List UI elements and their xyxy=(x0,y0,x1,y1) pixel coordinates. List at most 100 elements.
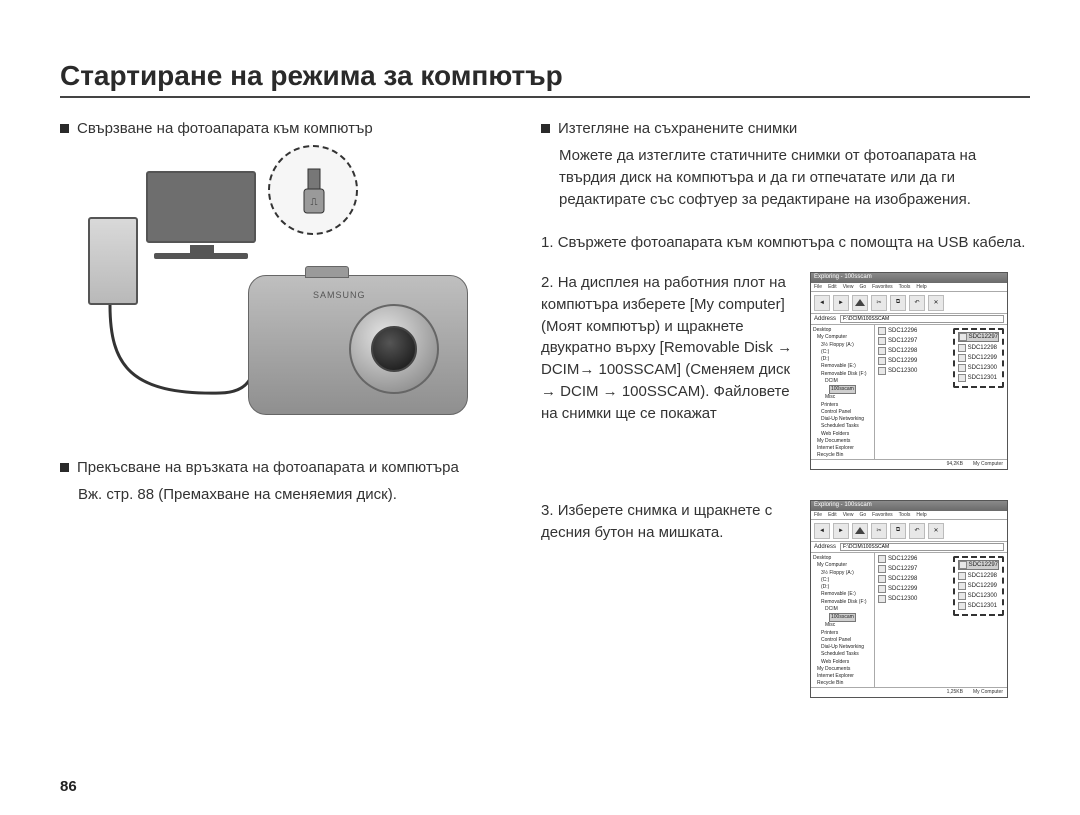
connect-camera-heading: Свързване на фотоапарата към компютър xyxy=(60,120,505,137)
explorer-addressbar[interactable]: Address xyxy=(811,542,1007,553)
tree-item[interactable]: DCIM xyxy=(813,606,872,613)
tree-item[interactable]: Desktop xyxy=(813,327,872,334)
tree-item[interactable]: DCIM xyxy=(813,378,872,385)
monitor-stand xyxy=(154,253,248,259)
tree-item[interactable]: 3½ Floppy (A:) xyxy=(813,570,872,577)
tree-item[interactable]: Control Panel xyxy=(813,637,872,644)
download-heading-text: Изтегляне на съхранените снимки xyxy=(558,120,797,137)
back-button[interactable]: ◄ xyxy=(814,295,830,311)
tree-item[interactable]: My Documents xyxy=(813,438,872,445)
tree-item[interactable]: Misc xyxy=(813,622,872,629)
tree-item[interactable]: Removable Disk (F:) xyxy=(813,599,872,606)
tree-item[interactable]: Desktop xyxy=(813,555,872,562)
file-item[interactable]: SDC12299 xyxy=(958,582,999,590)
file-item[interactable]: SDC12300 xyxy=(878,595,930,603)
download-heading: Изтегляне на съхранените снимки xyxy=(541,120,1030,137)
explorer-toolbar[interactable]: ◄ ► ✂ ⧉ ↶ ✕ xyxy=(811,292,1007,314)
tree-item[interactable]: Printers xyxy=(813,402,872,409)
step-1: 1. Свържете фотоапарата към компютъра с … xyxy=(541,232,1025,254)
delete-button[interactable]: ✕ xyxy=(928,523,944,539)
file-item[interactable]: SDC12297 xyxy=(878,565,930,573)
tree-item[interactable]: My Computer xyxy=(813,562,872,569)
tree-item[interactable]: Internet Explorer xyxy=(813,673,872,680)
tree-item[interactable]: 100sscam xyxy=(813,613,872,622)
forward-button[interactable]: ► xyxy=(833,523,849,539)
address-input[interactable] xyxy=(840,315,1004,323)
explorer-tree[interactable]: DesktopMy Computer3½ Floppy (A:)(C:)(D:)… xyxy=(811,325,875,459)
step3-text: Изберете снимка и щракнете с десния буто… xyxy=(541,502,772,541)
explorer-addressbar[interactable]: Address xyxy=(811,314,1007,325)
tree-item[interactable]: Recycle Bin xyxy=(813,452,872,459)
file-item[interactable]: SDC12301 xyxy=(958,602,999,610)
copy-button[interactable]: ⧉ xyxy=(890,295,906,311)
file-item[interactable]: SDC12299 xyxy=(878,585,930,593)
bullet-square-icon xyxy=(541,124,550,133)
undo-button[interactable]: ↶ xyxy=(909,523,925,539)
file-item[interactable]: SDC12301 xyxy=(958,374,999,382)
file-item[interactable]: SDC12296 xyxy=(878,327,930,335)
file-item[interactable]: SDC12296 xyxy=(878,555,930,563)
undo-button[interactable]: ↶ xyxy=(909,295,925,311)
explorer-toolbar[interactable]: ◄ ► ✂ ⧉ ↶ ✕ xyxy=(811,520,1007,542)
tree-item[interactable]: Misc xyxy=(813,394,872,401)
bullet-square-icon xyxy=(60,124,69,133)
tree-item[interactable]: 3½ Floppy (A:) xyxy=(813,342,872,349)
camera-brand-label: SAMSUNG xyxy=(313,290,366,300)
tree-item[interactable]: 100sscam xyxy=(813,385,872,394)
file-item[interactable]: SDC12299 xyxy=(958,354,999,362)
file-item[interactable]: SDC12297 xyxy=(958,560,999,570)
file-item[interactable]: SDC12297 xyxy=(878,337,930,345)
cut-button[interactable]: ✂ xyxy=(871,523,887,539)
cut-button[interactable]: ✂ xyxy=(871,295,887,311)
connection-diagram: ⎍ SAMSUNG xyxy=(66,145,496,445)
file-item[interactable]: SDC12300 xyxy=(878,367,930,375)
file-item[interactable]: SDC12299 xyxy=(878,357,930,365)
tree-item[interactable]: Removable Disk (F:) xyxy=(813,371,872,378)
tree-item[interactable]: (C:) xyxy=(813,349,872,356)
tree-item[interactable]: Printers xyxy=(813,630,872,637)
file-item[interactable]: SDC12298 xyxy=(958,344,999,352)
tree-item[interactable]: Removable (E:) xyxy=(813,591,872,598)
disconnect-subtext: Вж. стр. 88 (Премахване на сменяемия дис… xyxy=(78,484,505,506)
address-input[interactable] xyxy=(840,543,1004,551)
tree-item[interactable]: Web Folders xyxy=(813,659,872,666)
explorer-filelist[interactable]: SDC12296 SDC12297 SDC12298 SDC12299 SDC12300… xyxy=(875,553,1007,687)
file-item[interactable]: SDC12298 xyxy=(958,572,999,580)
tree-item[interactable]: Control Panel xyxy=(813,409,872,416)
pc-tower-icon xyxy=(88,217,138,305)
step2-text: На дисплея на работния плот на компютъра… xyxy=(541,274,792,422)
file-item[interactable]: SDC12297 xyxy=(958,332,999,342)
tree-item[interactable]: (D:) xyxy=(813,584,872,591)
file-item[interactable]: SDC12298 xyxy=(878,575,930,583)
delete-button[interactable]: ✕ xyxy=(928,295,944,311)
explorer-window-2: Exploring - 100sscam FileEditViewGoFavor… xyxy=(810,500,1008,698)
up-button[interactable] xyxy=(852,295,868,311)
explorer-menubar[interactable]: FileEditViewGoFavoritesToolsHelp xyxy=(811,283,1007,292)
forward-button[interactable]: ► xyxy=(833,295,849,311)
file-item[interactable]: SDC12298 xyxy=(878,347,930,355)
file-item[interactable]: SDC12300 xyxy=(958,364,999,372)
tree-item[interactable]: (D:) xyxy=(813,356,872,363)
back-button[interactable]: ◄ xyxy=(814,523,830,539)
explorer-menubar[interactable]: FileEditViewGoFavoritesToolsHelp xyxy=(811,511,1007,520)
tree-item[interactable]: My Computer xyxy=(813,334,872,341)
address-label: Address xyxy=(814,316,836,322)
explorer-window-1: Exploring - 100sscam FileEditViewGoFavor… xyxy=(810,272,1008,470)
tree-item[interactable]: Internet Explorer xyxy=(813,445,872,452)
usb-connector-callout: ⎍ xyxy=(268,145,358,235)
file-item[interactable]: SDC12300 xyxy=(958,592,999,600)
tree-item[interactable]: Removable (E:) xyxy=(813,363,872,370)
tree-item[interactable]: Dial-Up Networking xyxy=(813,644,872,651)
tree-item[interactable]: Recycle Bin xyxy=(813,680,872,687)
tree-item[interactable]: Dial-Up Networking xyxy=(813,416,872,423)
tree-item[interactable]: Web Folders xyxy=(813,431,872,438)
explorer-tree[interactable]: DesktopMy Computer3½ Floppy (A:)(C:)(D:)… xyxy=(811,553,875,687)
tree-item[interactable]: My Documents xyxy=(813,666,872,673)
up-button[interactable] xyxy=(852,523,868,539)
copy-button[interactable]: ⧉ xyxy=(890,523,906,539)
tree-item[interactable]: Scheduled Tasks xyxy=(813,651,872,658)
tree-item[interactable]: Scheduled Tasks xyxy=(813,423,872,430)
explorer-filelist[interactable]: SDC12296 SDC12297 SDC12298 SDC12299 SDC12300… xyxy=(875,325,1007,459)
tree-item[interactable]: (C:) xyxy=(813,577,872,584)
step2-num: 2. xyxy=(541,274,554,291)
